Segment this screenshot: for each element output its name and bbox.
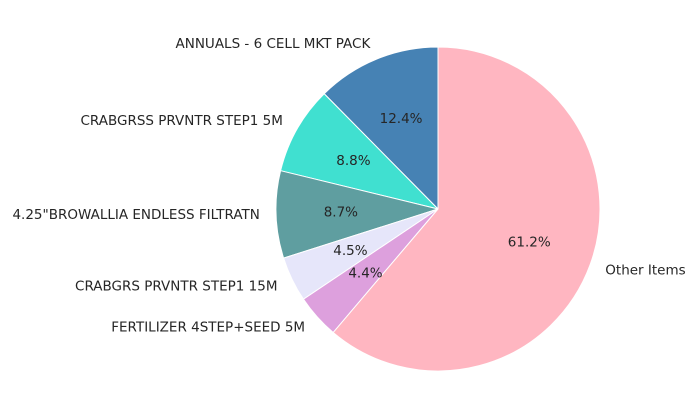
pie-slice-other-items (332, 46, 601, 372)
pie-percent-label: 4.5% (333, 243, 367, 259)
pie-slice-label: CRABGRS PRVNTR STEP1 15M (75, 278, 277, 294)
pie-slice-label: Other Items (605, 262, 685, 278)
pie-percent-label: 8.8% (336, 153, 370, 169)
pie-slice-label: ANNUALS - 6 CELL MKT PACK (176, 36, 372, 52)
pie-percent-label: 4.4% (348, 266, 382, 282)
pie-slice-label: CRABGRSS PRVNTR STEP1 5M (80, 113, 282, 129)
pie-percent-label: 61.2% (508, 234, 551, 250)
pie-labels: ANNUALS - 6 CELL MKT PACK CRABGRSS PRVNTR… (12, 36, 685, 336)
pie-slices (275, 46, 601, 372)
pie-percent-label: 12.4% (380, 111, 423, 127)
pie-slice-annuals-6-cell-mkt-pack (323, 46, 439, 211)
pie-percent-labels: 12.4% 8.8% 8.7% 4.5% 4.4% 61.2% (324, 111, 551, 282)
pie-slice-label: 4.25"BROWALLIA ENDLESS FILTRATN (12, 207, 259, 223)
pie-slice-4-25-browallia-endless-filtratn (275, 170, 440, 259)
pie-percent-label: 8.7% (324, 204, 358, 220)
pie-slice-label: FERTILIZER 4STEP+SEED 5M (111, 320, 305, 336)
